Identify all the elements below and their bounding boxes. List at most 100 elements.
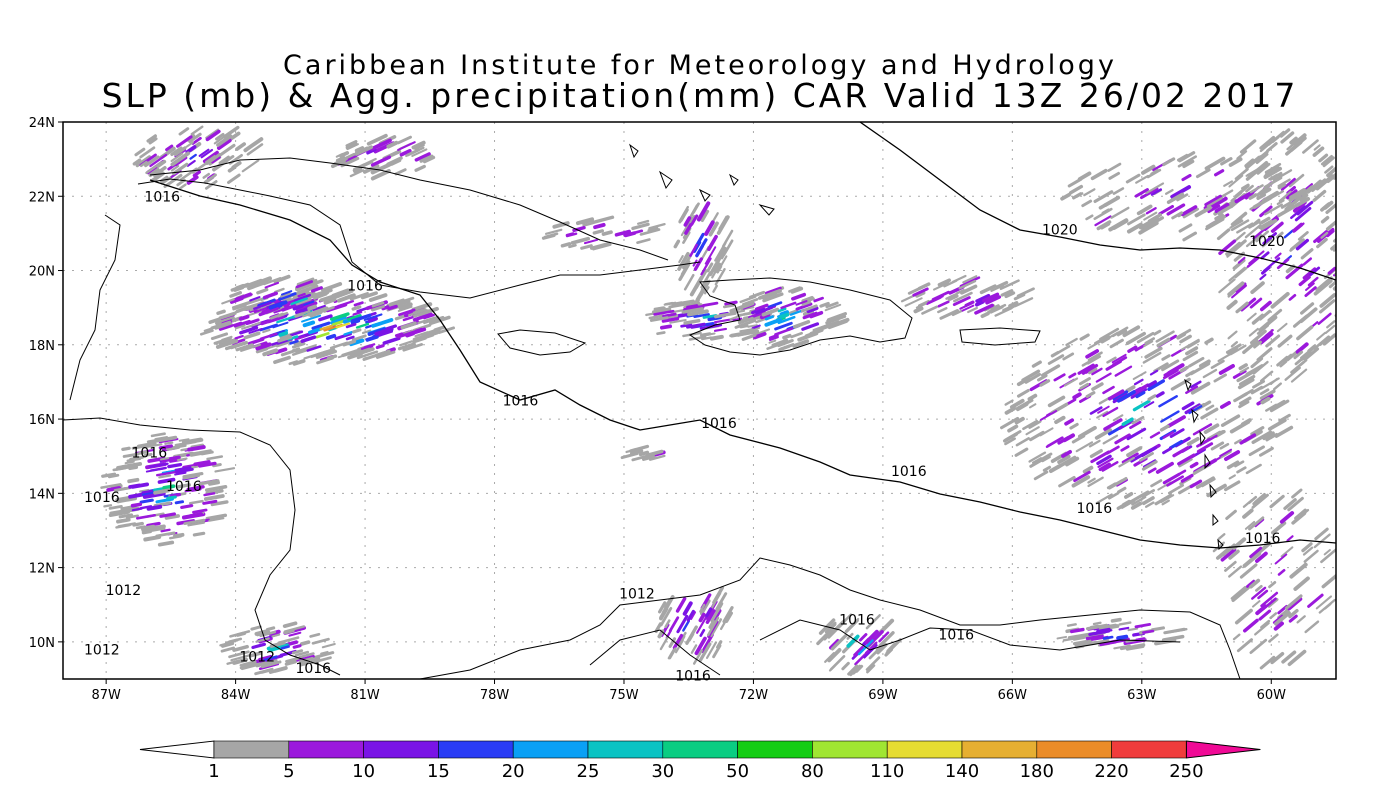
precip-streak — [1110, 617, 1122, 623]
precip-streak — [974, 300, 985, 307]
precip-streak — [1284, 594, 1303, 610]
precip-streak — [1112, 187, 1125, 195]
precip-streak — [229, 340, 249, 350]
precip-streak — [233, 319, 251, 328]
precip-streak — [1268, 633, 1279, 643]
precip-streak — [683, 304, 705, 313]
precip-streak — [1238, 374, 1256, 386]
precip-streak — [699, 599, 711, 616]
precip-streak — [170, 152, 184, 163]
precip-streak — [689, 611, 697, 621]
precip-streak — [747, 324, 758, 328]
precip-streak — [1134, 188, 1149, 198]
precip-streak — [682, 619, 691, 632]
precip-streak — [689, 243, 698, 257]
precip-streak — [659, 636, 669, 651]
precip-streak — [1255, 541, 1272, 556]
precip-streak — [1182, 207, 1199, 219]
precip-streak — [1276, 355, 1289, 367]
precip-streak — [1252, 360, 1269, 375]
precip-streak — [1267, 308, 1283, 322]
precip-streak — [354, 145, 374, 156]
precip-streak — [167, 462, 183, 469]
precip-streak — [795, 302, 813, 311]
precip-streak — [232, 657, 249, 665]
precip-streak — [937, 300, 950, 308]
precip-streak — [234, 334, 244, 340]
precip-streak — [315, 332, 330, 339]
precip-streak — [1098, 396, 1111, 405]
precip-streak — [1120, 445, 1130, 452]
precip-streak — [1189, 380, 1202, 389]
precip-streak — [220, 155, 235, 166]
precip-streak — [1267, 130, 1285, 146]
precip-streak — [165, 144, 174, 152]
precip-streak — [1234, 190, 1254, 204]
precip-streak — [1008, 301, 1019, 308]
isobar-label: 1016 — [166, 479, 202, 495]
precip-streak — [791, 292, 807, 301]
precip-streak — [1323, 200, 1334, 210]
precip-streak — [321, 282, 343, 293]
precip-streak — [1116, 499, 1132, 511]
precip-streak — [190, 125, 204, 136]
precip-streak — [1281, 650, 1297, 664]
precip-streak — [1057, 436, 1070, 445]
precip-streak — [705, 607, 713, 618]
precip-streak — [1201, 205, 1212, 214]
precip-streak — [1249, 638, 1268, 654]
precip-streak — [939, 309, 960, 320]
precip-streak — [801, 295, 814, 303]
precip-streak — [1108, 171, 1121, 180]
colorbar-label: 1 — [208, 761, 219, 782]
colorbar-segment — [213, 740, 290, 759]
precip-streak — [1041, 364, 1061, 377]
precip-streak — [405, 146, 425, 158]
precip-streak — [1280, 131, 1295, 144]
precip-streak — [262, 328, 271, 334]
precip-streak — [211, 155, 221, 164]
precip-streak — [398, 308, 416, 317]
precip-streak — [762, 292, 784, 303]
precip-streak — [1220, 414, 1241, 427]
precip-streak — [636, 238, 651, 244]
precip-streak — [210, 500, 229, 507]
precip-streak — [310, 307, 330, 316]
precip-streak — [1207, 204, 1221, 214]
precip-streak — [213, 336, 232, 345]
precip-streak — [1264, 162, 1282, 174]
precip-streak — [174, 155, 188, 167]
precip-streak — [659, 606, 673, 627]
precip-streak — [664, 619, 671, 629]
precip-streak — [1250, 357, 1264, 369]
precip-streak — [685, 301, 701, 308]
precip-streak — [191, 136, 202, 145]
precip-streak — [1125, 385, 1136, 393]
precip-streak — [1084, 367, 1094, 374]
precip-streak — [345, 140, 358, 148]
precip-streak — [1046, 436, 1064, 448]
precip-streak — [292, 304, 304, 311]
precip-streak — [188, 132, 202, 144]
precip-streak — [1028, 451, 1047, 463]
precip-streak — [1252, 379, 1266, 389]
precip-streak — [1007, 424, 1019, 433]
colorbar-segment — [961, 740, 1038, 759]
precip-streak — [1112, 218, 1129, 230]
precip-streak — [132, 158, 142, 166]
precip-streak — [146, 436, 170, 444]
precip-streak — [313, 651, 335, 659]
precip-streak — [321, 643, 336, 649]
precip-streak — [139, 146, 156, 159]
precip-streak — [346, 143, 359, 151]
precip-streak — [1158, 204, 1175, 216]
precip-streak — [157, 540, 175, 547]
precip-streak — [367, 327, 387, 337]
precip-streak — [1177, 155, 1198, 168]
lon-tick-label: 87W — [91, 688, 121, 703]
precip-streak — [844, 621, 857, 634]
colorbar-label: 20 — [502, 761, 525, 782]
precip-streak — [262, 348, 279, 357]
precip-streak — [292, 644, 302, 649]
precip-streak — [1244, 224, 1262, 239]
